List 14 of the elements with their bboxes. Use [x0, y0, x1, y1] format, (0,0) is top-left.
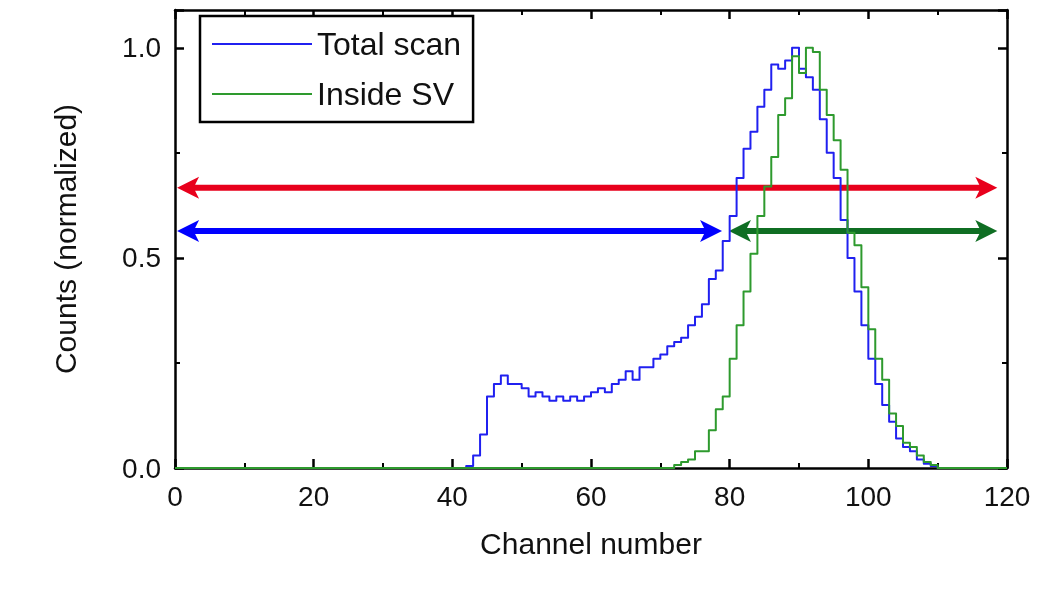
- y-tick-label: 0.5: [122, 242, 161, 274]
- x-tick-label: 120: [983, 480, 1031, 512]
- x-tick-label: 80: [714, 480, 746, 512]
- legend-label: Inside SV: [317, 76, 455, 112]
- y-tick-label: 0.0: [122, 452, 161, 484]
- x-tick-label: 40: [436, 480, 468, 512]
- y-tick-label: 1.0: [122, 32, 161, 64]
- y-axis-title: Counts (normalized): [48, 103, 82, 375]
- x-tick-label: 60: [575, 480, 607, 512]
- legend-label: Total scan: [317, 26, 462, 62]
- x-tick-label: 20: [298, 480, 330, 512]
- x-axis-title: Channel number: [480, 526, 702, 560]
- x-tick-label: 0: [167, 480, 183, 512]
- x-tick-label: 100: [844, 480, 892, 512]
